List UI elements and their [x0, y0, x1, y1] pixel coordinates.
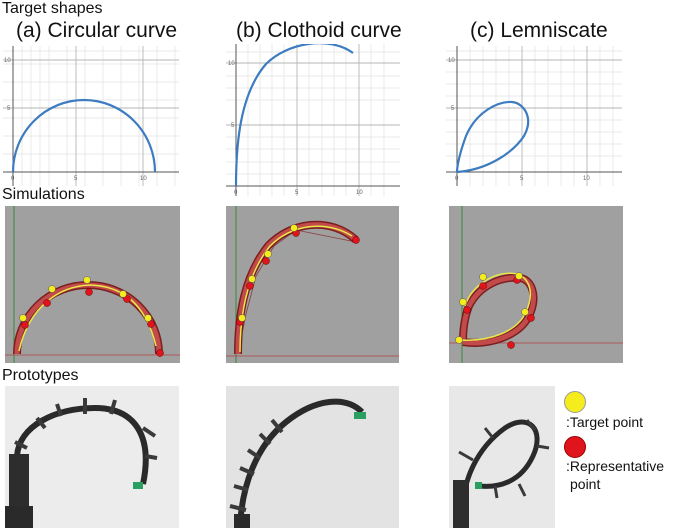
prototype-clothoid [226, 386, 399, 528]
tick-x-0: 0 [11, 176, 15, 182]
tick-y-10: 10 [228, 61, 235, 67]
tick-x-0: 0 [455, 176, 459, 182]
plot-clothoid: 0 5 10 5 10 [226, 44, 400, 196]
tick-x-5: 5 [295, 190, 299, 196]
row-title-target-shapes: Target shapes [2, 0, 103, 17]
column-title-clothoid: (b) Clothoid curve [236, 19, 402, 42]
column-title-circular: (a) Circular curve [16, 19, 178, 42]
row-title-prototypes: Prototypes [2, 367, 79, 384]
prototype-lemniscate [449, 386, 555, 528]
simulation-circular [5, 206, 180, 363]
legend-representative-label-2: point [570, 476, 601, 492]
simulation-lemniscate [449, 206, 623, 363]
tick-x-10: 10 [583, 176, 590, 182]
row-title-simulations: Simulations [2, 186, 85, 203]
tick-x-5: 5 [520, 176, 524, 182]
tick-y-10: 10 [448, 58, 455, 64]
tick-x-0: 0 [234, 190, 238, 196]
green-tip [133, 482, 143, 489]
clothoid-curve [234, 44, 354, 187]
circular-curve [11, 98, 157, 173]
column-title-lemniscate: (c) Lemniscate [470, 19, 608, 42]
tick-y-5: 5 [7, 106, 11, 112]
plot-circular: 0 5 10 5 10 [3, 46, 179, 186]
simulation-clothoid [226, 206, 399, 363]
target-point-marker [564, 391, 586, 413]
prototype-circular [5, 386, 179, 528]
tick-x-5: 5 [74, 176, 78, 182]
green-tip [475, 482, 482, 489]
tick-x-10: 10 [140, 176, 147, 182]
representative-point-marker [564, 436, 586, 458]
green-tip [354, 412, 366, 419]
tick-x-10: 10 [356, 190, 363, 196]
tick-y-10: 10 [4, 58, 11, 64]
tick-y-5: 5 [451, 106, 455, 112]
legend-representative-label: :Representative [566, 458, 665, 474]
tick-y-5: 5 [231, 123, 235, 129]
plot-lemniscate: 0 5 10 5 10 [446, 46, 622, 186]
lemniscate-curve [455, 100, 530, 174]
legend-target-label: :Target point [566, 414, 644, 430]
